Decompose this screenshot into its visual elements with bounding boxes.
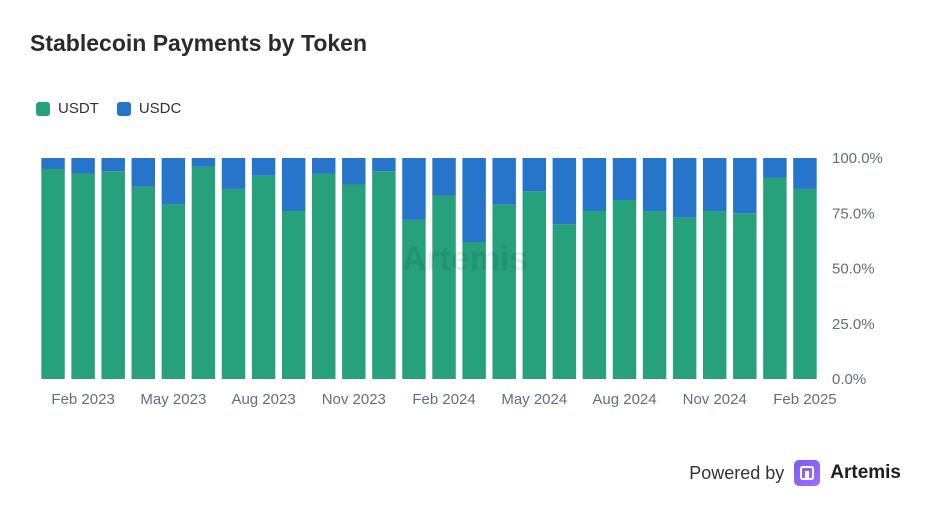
bar-usdc[interactable] [582,158,607,212]
bar-usdc[interactable] [251,158,276,176]
brand-name: Artemis [830,462,901,483]
bar-usdt[interactable] [793,188,817,379]
bar-usdc[interactable] [793,158,817,189]
bar-usdt[interactable] [71,173,95,379]
legend-item-usdc[interactable]: USDC [116,100,182,117]
bar-usdc[interactable] [342,158,366,185]
legend-swatch-usdt [36,101,50,116]
bar-usdt[interactable] [191,166,216,379]
bar-usdc[interactable] [733,158,757,214]
y-tick-label: 25.0% [832,316,875,333]
bar-usdt[interactable] [672,217,697,379]
bar-usdt[interactable] [402,219,426,379]
legend-swatch-usdc [116,101,131,116]
bar-usdt[interactable] [703,211,727,379]
bar-usdt[interactable] [342,184,366,379]
bar-usdt[interactable] [131,186,155,379]
bar-usdc[interactable] [372,158,396,172]
y-tick-label: 100.0% [832,150,883,167]
bar-usdt[interactable] [612,199,637,379]
bar-usdt[interactable] [251,175,276,379]
legend-item-usdt[interactable]: USDT [36,100,99,117]
bar-usdt[interactable] [432,195,456,379]
y-tick-label: 50.0% [832,261,875,278]
x-tick-label: Feb 2024 [412,391,475,408]
x-tick-label: Feb 2025 [773,391,836,408]
stacked-bar-chart: Artemis Feb 2023 May 2023 Aug 2023 Nov 2023 F… [41,150,883,408]
x-tick-label: Feb 2023 [51,391,114,408]
bar-usdt[interactable] [161,204,186,379]
bar-usdc[interactable] [71,158,95,174]
bar-usdt[interactable] [221,188,246,379]
bar-usdc[interactable] [522,158,546,192]
legend-label-usdc: USDC [138,100,182,117]
bar-usdc[interactable] [612,158,637,200]
bar-usdc[interactable] [763,158,787,178]
bar-usdt[interactable] [312,173,336,379]
bar-usdt[interactable] [733,213,757,379]
bar-usdc[interactable] [703,158,727,212]
x-tick-label: May 2024 [501,391,567,408]
y-tick-label: 0.0% [832,371,866,388]
x-tick-label: Aug 2024 [592,391,656,408]
x-tick-label: Nov 2024 [683,391,747,408]
bar-usdc[interactable] [312,158,336,174]
bar-usdt[interactable] [101,171,125,379]
x-tick-label: May 2023 [140,391,206,408]
bar-usdc[interactable] [642,158,667,212]
powered-by-label: Powered by [689,462,785,483]
x-tick-label: Aug 2023 [231,391,295,408]
bar-usdc[interactable] [672,158,697,218]
bar-usdt[interactable] [462,241,486,379]
legend-label-usdt: USDT [58,100,99,117]
powered-by-footer: Powered by Artemis [689,460,901,486]
bar-usdc[interactable] [191,158,216,167]
bar-usdc[interactable] [131,158,155,187]
chart-title: Stablecoin Payments by Token [30,30,368,56]
artemis-logo-icon [794,460,821,486]
bar-usdc[interactable] [101,158,125,172]
chart-legend: USDT USDC [36,100,181,117]
y-tick-label: 75.0% [832,205,875,222]
bar-usdt[interactable] [372,171,396,379]
bar-usdt[interactable] [552,224,577,379]
bar-usdt[interactable] [281,211,306,379]
bar-usdt[interactable] [522,191,546,379]
bar-usdc[interactable] [462,158,486,242]
bar-usdt[interactable] [582,211,607,379]
bar-usdt[interactable] [492,204,516,379]
bar-usdt[interactable] [763,177,787,379]
bar-usdc[interactable] [432,158,456,196]
bar-usdc[interactable] [492,158,516,205]
bar-usdc[interactable] [221,158,246,189]
bar-usdc[interactable] [41,158,65,170]
x-tick-label: Nov 2023 [322,391,386,408]
bar-usdt[interactable] [642,211,667,379]
bar-usdt[interactable] [41,169,65,379]
watermark-text: Artemis [402,240,529,278]
bar-usdc[interactable] [281,158,306,212]
bar-usdc[interactable] [161,158,186,205]
bar-usdc[interactable] [552,158,577,225]
bar-usdc[interactable] [402,158,426,220]
